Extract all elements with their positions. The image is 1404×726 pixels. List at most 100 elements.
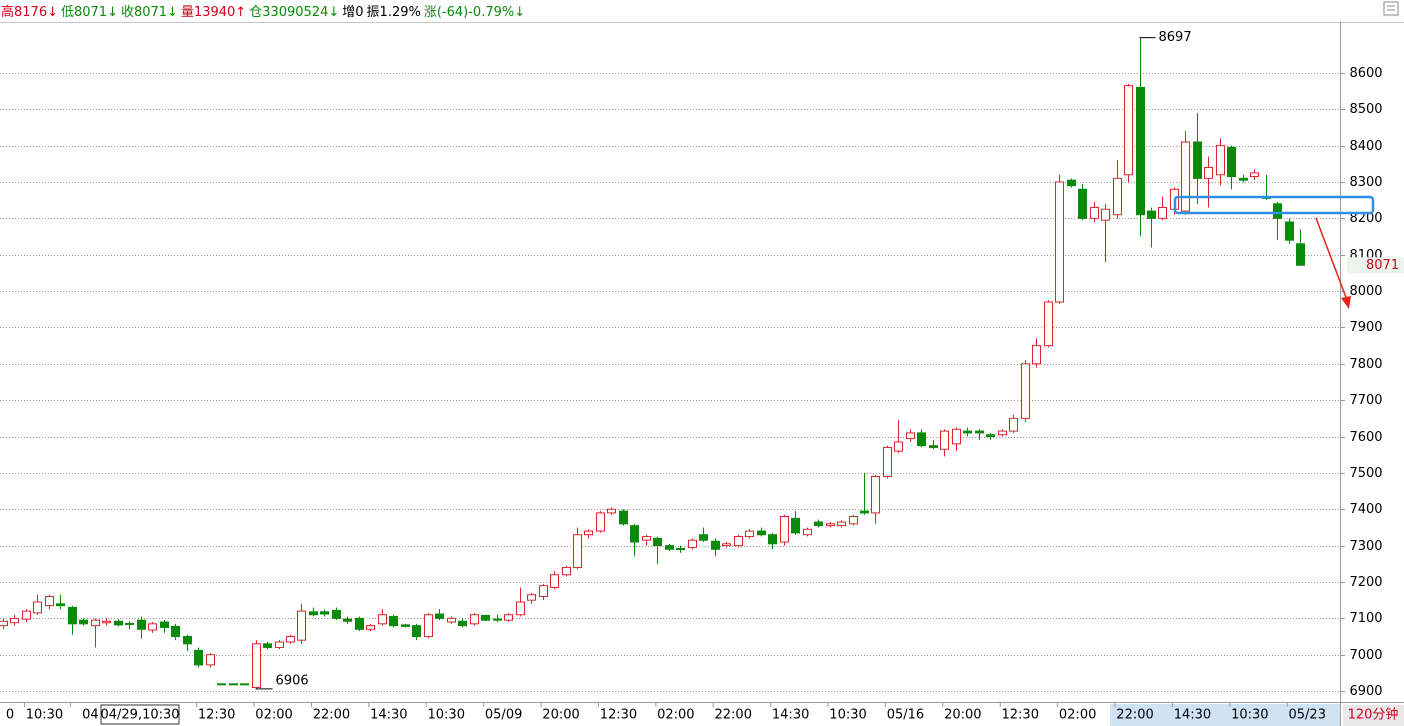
y-tick-label: 8400 bbox=[1349, 139, 1382, 154]
candle-body bbox=[1273, 203, 1282, 219]
y-tick-label: 6900 bbox=[1349, 684, 1382, 699]
y-tick-label: 7500 bbox=[1349, 466, 1382, 481]
header: 高8176↓ 低8071↓ 收8071↓ 量13940↑ 仓33090524↓ 增0 振1.… bbox=[1, 4, 525, 20]
candle-body bbox=[160, 621, 169, 628]
candle-body bbox=[1113, 177, 1122, 216]
x-tick-label: 10:30 bbox=[428, 708, 465, 723]
x-tick-label: 02:00 bbox=[657, 708, 694, 723]
candle-body bbox=[1021, 363, 1030, 419]
x-tick-label: 12:30 bbox=[1002, 708, 1039, 723]
y-tick-label: 7600 bbox=[1349, 430, 1382, 445]
candle-body bbox=[286, 636, 295, 643]
candle-body bbox=[722, 543, 731, 547]
candle-body bbox=[1032, 345, 1041, 365]
candle-body bbox=[711, 540, 720, 550]
settings-button[interactable] bbox=[1383, 1, 1399, 16]
x-axis-highlight bbox=[1110, 704, 1340, 726]
x-tick-label: 20:00 bbox=[542, 708, 579, 723]
candle-body bbox=[102, 620, 111, 624]
candle-body bbox=[148, 623, 157, 631]
candle-body bbox=[493, 618, 502, 621]
candle-body bbox=[630, 525, 639, 543]
x-tick-label: 14:30 bbox=[772, 708, 809, 723]
candle-body bbox=[275, 641, 284, 648]
candle-body bbox=[401, 624, 410, 627]
candle-body bbox=[952, 428, 961, 445]
candle-body bbox=[114, 620, 123, 626]
x-tick-label: 20:00 bbox=[944, 708, 981, 723]
arrow-line bbox=[1315, 217, 1348, 301]
candle-body bbox=[584, 530, 593, 536]
candle-body bbox=[171, 625, 180, 638]
candle-body bbox=[1055, 181, 1064, 303]
candle-body bbox=[780, 516, 789, 543]
period-label: 120分钟 bbox=[1348, 707, 1399, 723]
candle-body bbox=[871, 476, 880, 514]
header-item: 低8071↓ bbox=[61, 5, 118, 20]
last-price-label: 8071 bbox=[1366, 258, 1399, 273]
candle-body bbox=[596, 512, 605, 532]
x-tick-label: 05/09 bbox=[485, 708, 522, 723]
candle-body bbox=[447, 617, 456, 623]
candle-body bbox=[929, 445, 938, 448]
y-tick-label: 7000 bbox=[1349, 648, 1382, 663]
period-box bbox=[1343, 705, 1404, 726]
candle-body bbox=[194, 649, 203, 666]
candle-body bbox=[1044, 301, 1053, 347]
candle-body bbox=[1239, 177, 1248, 181]
y-tick-label: 7100 bbox=[1349, 611, 1382, 626]
candle-body bbox=[791, 517, 800, 534]
candle-body bbox=[826, 523, 835, 527]
y-tick-label: 8300 bbox=[1349, 175, 1382, 190]
header-item: 量13940↑ bbox=[181, 5, 246, 20]
candle-body bbox=[320, 611, 329, 615]
candle-body bbox=[860, 510, 869, 514]
candle-body bbox=[68, 606, 77, 625]
candle-body bbox=[1009, 417, 1018, 432]
candle-body bbox=[1067, 179, 1076, 187]
x-tick-label: 02:00 bbox=[255, 708, 292, 723]
candle-body bbox=[1078, 188, 1087, 219]
candle-body bbox=[389, 616, 398, 627]
candles bbox=[0, 37, 1305, 689]
header-item: 收8071↓ bbox=[121, 5, 178, 20]
x-tick-label: 10:30 bbox=[1231, 708, 1268, 723]
candle-body bbox=[481, 614, 490, 621]
y-tick-label: 7300 bbox=[1349, 539, 1382, 554]
candle-body bbox=[1193, 141, 1202, 179]
candle-body bbox=[757, 530, 766, 536]
candle-body bbox=[1147, 210, 1156, 219]
candle-body bbox=[343, 618, 352, 622]
candle-body bbox=[940, 430, 949, 450]
header-item: 增0 bbox=[342, 5, 363, 20]
candle-body bbox=[562, 566, 571, 576]
candle-body bbox=[240, 683, 249, 686]
candle-body bbox=[745, 530, 754, 538]
candle-body bbox=[206, 654, 215, 666]
candle-body bbox=[332, 609, 341, 619]
candle-body bbox=[263, 643, 272, 648]
x-tick-label: 12:30 bbox=[198, 708, 235, 723]
candle-body bbox=[125, 622, 134, 625]
candle-body bbox=[642, 536, 651, 541]
candle-body bbox=[183, 636, 192, 645]
candle-body bbox=[252, 643, 261, 688]
y-tick-label: 7200 bbox=[1349, 575, 1382, 590]
header-item: 高8176↓ bbox=[1, 4, 58, 20]
candle-body bbox=[653, 537, 662, 547]
candle-body bbox=[539, 585, 548, 598]
candle-body bbox=[516, 601, 525, 616]
y-tick-label: 8200 bbox=[1349, 211, 1382, 226]
candle-body bbox=[1124, 85, 1133, 176]
candle-body bbox=[699, 534, 708, 541]
header-item: 振1.29% bbox=[367, 5, 421, 20]
candle-body bbox=[814, 521, 823, 527]
candle-body bbox=[309, 611, 318, 616]
candle-body bbox=[1227, 146, 1236, 178]
candle-body bbox=[665, 545, 674, 550]
candle-body bbox=[1285, 221, 1294, 241]
candle-body bbox=[734, 536, 743, 547]
y-tick-label: 7400 bbox=[1349, 502, 1382, 517]
